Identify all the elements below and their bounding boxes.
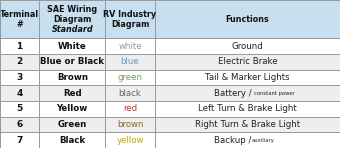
Text: #: #: [16, 20, 23, 29]
Text: Brown: Brown: [57, 73, 88, 82]
Text: White: White: [58, 42, 87, 51]
Text: Terminal: Terminal: [0, 10, 39, 19]
Bar: [105, 0, 155, 38]
Text: green: green: [118, 73, 142, 82]
Text: brown: brown: [117, 120, 143, 129]
Bar: [105, 85, 155, 101]
Bar: [105, 70, 155, 85]
Bar: [155, 38, 340, 54]
Bar: [105, 132, 155, 148]
Text: Functions: Functions: [225, 15, 269, 24]
Text: Red: Red: [63, 89, 82, 98]
Text: 2: 2: [16, 57, 23, 66]
Bar: [0, 101, 39, 117]
Text: Blue or Black: Blue or Black: [40, 57, 104, 66]
Text: Tail & Marker Lights: Tail & Marker Lights: [205, 73, 290, 82]
Text: 7: 7: [16, 136, 23, 145]
Bar: [39, 117, 105, 132]
Bar: [105, 38, 155, 54]
Bar: [155, 54, 340, 70]
Text: Yellow: Yellow: [57, 104, 88, 113]
Text: constant power: constant power: [254, 91, 295, 96]
Bar: [105, 101, 155, 117]
Bar: [39, 0, 105, 38]
Text: Ground: Ground: [232, 42, 263, 51]
Bar: [155, 85, 340, 101]
Text: Diagram: Diagram: [53, 15, 91, 24]
Bar: [155, 70, 340, 85]
Text: 3: 3: [16, 73, 23, 82]
Text: yellow: yellow: [116, 136, 144, 145]
Text: Green: Green: [57, 120, 87, 129]
Text: blue: blue: [121, 57, 139, 66]
Text: 6: 6: [16, 120, 23, 129]
Bar: [155, 101, 340, 117]
Text: SAE Wiring: SAE Wiring: [47, 5, 97, 14]
Bar: [0, 54, 39, 70]
Bar: [0, 117, 39, 132]
Text: 5: 5: [16, 104, 23, 113]
Text: Diagram: Diagram: [111, 20, 149, 29]
Text: Right Turn & Brake Light: Right Turn & Brake Light: [195, 120, 300, 129]
Bar: [155, 0, 340, 38]
Bar: [0, 38, 39, 54]
Text: Left Turn & Brake Light: Left Turn & Brake Light: [198, 104, 297, 113]
Bar: [0, 85, 39, 101]
Text: 1: 1: [16, 42, 23, 51]
Bar: [39, 85, 105, 101]
Text: white: white: [118, 42, 142, 51]
Text: Electric Brake: Electric Brake: [218, 57, 277, 66]
Text: black: black: [119, 89, 141, 98]
Bar: [105, 54, 155, 70]
Bar: [39, 70, 105, 85]
Bar: [39, 132, 105, 148]
Text: Battery /: Battery /: [214, 89, 251, 98]
Text: RV Industry: RV Industry: [103, 10, 157, 19]
Bar: [155, 132, 340, 148]
Bar: [0, 0, 39, 38]
Bar: [105, 117, 155, 132]
Bar: [0, 70, 39, 85]
Text: 4: 4: [16, 89, 23, 98]
Text: Backup /: Backup /: [214, 136, 251, 145]
Text: Standard: Standard: [51, 25, 93, 34]
Bar: [39, 54, 105, 70]
Bar: [0, 132, 39, 148]
Text: Black: Black: [59, 136, 85, 145]
Bar: [39, 38, 105, 54]
Bar: [155, 117, 340, 132]
Bar: [39, 101, 105, 117]
Text: red: red: [123, 104, 137, 113]
Text: auxiliary: auxiliary: [251, 138, 274, 143]
